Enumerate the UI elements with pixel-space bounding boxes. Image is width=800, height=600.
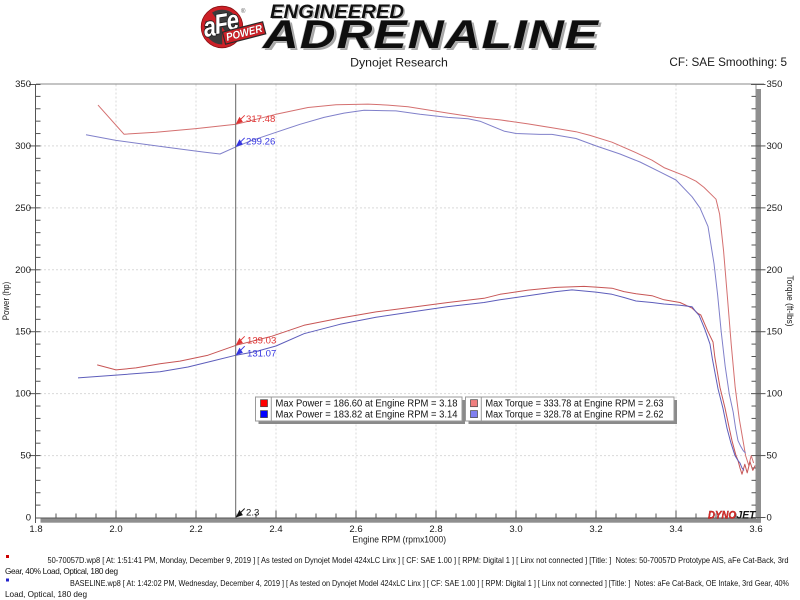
svg-text:Load, Optical, 180 deg: Load, Optical, 180 deg bbox=[5, 590, 87, 599]
svg-text:299.26: 299.26 bbox=[246, 137, 275, 148]
svg-text:Max Torque = 333.78 at Engine: Max Torque = 333.78 at Engine RPM = 2.63 bbox=[486, 398, 664, 409]
svg-text:2.8: 2.8 bbox=[429, 524, 442, 535]
svg-text:Max Torque = 328.78 at Engine: Max Torque = 328.78 at Engine RPM = 2.62 bbox=[486, 409, 664, 420]
svg-text:350: 350 bbox=[15, 79, 31, 90]
svg-text:300: 300 bbox=[767, 141, 783, 152]
svg-text:150: 150 bbox=[767, 327, 783, 338]
svg-text:100: 100 bbox=[15, 389, 31, 400]
svg-text:ADRENALINE: ADRENALINE bbox=[262, 13, 600, 57]
svg-text:300: 300 bbox=[15, 141, 31, 152]
svg-text:100: 100 bbox=[767, 389, 783, 400]
svg-text:200: 200 bbox=[767, 265, 783, 276]
svg-text:ENGINEERED: ENGINEERED bbox=[270, 2, 404, 23]
svg-text:2.4: 2.4 bbox=[269, 524, 282, 535]
svg-text:Torque (ft-lbs): Torque (ft-lbs) bbox=[785, 276, 795, 327]
svg-text:3.6: 3.6 bbox=[749, 524, 762, 535]
svg-text:Max Power = 186.60 at Engine R: Max Power = 186.60 at Engine RPM = 3.18 bbox=[276, 398, 458, 409]
svg-text:150: 150 bbox=[15, 327, 31, 338]
svg-text:200: 200 bbox=[15, 265, 31, 276]
svg-text:350: 350 bbox=[767, 79, 783, 90]
svg-text:2.3: 2.3 bbox=[246, 508, 259, 519]
svg-text:250: 250 bbox=[767, 203, 783, 214]
svg-text:0: 0 bbox=[26, 513, 31, 524]
svg-text:139.03: 139.03 bbox=[247, 336, 276, 347]
svg-text:Gear, 40% Load, Optical, 180 d: Gear, 40% Load, Optical, 180 deg bbox=[5, 567, 118, 576]
svg-text:50: 50 bbox=[767, 451, 778, 462]
svg-text:Max Power = 183.82 at Engine R: Max Power = 183.82 at Engine RPM = 3.14 bbox=[276, 409, 458, 420]
svg-text:50: 50 bbox=[20, 451, 31, 462]
svg-text:Power (hp): Power (hp) bbox=[1, 282, 11, 321]
svg-text:3.2: 3.2 bbox=[589, 524, 602, 535]
svg-text:CF: SAE Smoothing: 5: CF: SAE Smoothing: 5 bbox=[669, 56, 787, 69]
svg-text:1.8: 1.8 bbox=[29, 524, 42, 535]
svg-text:2.6: 2.6 bbox=[349, 524, 362, 535]
svg-text:3.4: 3.4 bbox=[669, 524, 682, 535]
svg-text:2.2: 2.2 bbox=[189, 524, 202, 535]
svg-text:0: 0 bbox=[767, 513, 772, 524]
svg-text:131.07: 131.07 bbox=[247, 349, 276, 360]
svg-text:3.0: 3.0 bbox=[509, 524, 522, 535]
svg-text:ENGINEERED: ENGINEERED bbox=[272, 3, 406, 24]
svg-text:Dynojet Research: Dynojet Research bbox=[350, 56, 448, 70]
svg-text:250: 250 bbox=[15, 203, 31, 214]
svg-text:JET: JET bbox=[737, 510, 757, 522]
svg-text:DYNO: DYNO bbox=[708, 510, 736, 522]
svg-text:Engine RPM (rpmx1000): Engine RPM (rpmx1000) bbox=[353, 535, 447, 545]
svg-text:2.0: 2.0 bbox=[109, 524, 122, 535]
svg-text:ADRENALINE: ADRENALINE bbox=[264, 15, 602, 59]
svg-text:®: ® bbox=[241, 8, 246, 15]
svg-text:BASELINE.wp8 [ At: 1:42:02 PM,: BASELINE.wp8 [ At: 1:42:02 PM, Wednesday… bbox=[70, 579, 789, 588]
svg-text:50-70057D.wp8 [ At: 1:51:41 PM: 50-70057D.wp8 [ At: 1:51:41 PM, Monday, … bbox=[48, 556, 789, 565]
svg-text:317.48: 317.48 bbox=[246, 114, 275, 125]
